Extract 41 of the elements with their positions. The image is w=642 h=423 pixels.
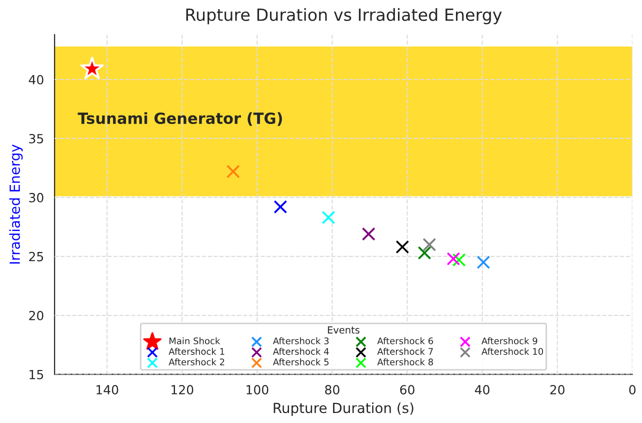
legend-label: Aftershock 8: [377, 358, 433, 366]
point: [422, 238, 436, 252]
legend-label: Aftershock 7: [377, 348, 433, 355]
x-tick-label: 20: [550, 384, 564, 394]
legend-label: Aftershock 3: [272, 337, 329, 344]
point: [226, 164, 240, 178]
point: [452, 253, 466, 267]
y-tick-label: 35: [29, 134, 44, 144]
legend-label: Aftershock 6: [377, 337, 434, 344]
point: [362, 227, 376, 241]
x-tick-label: 60: [400, 384, 414, 394]
y-tick-label: 25: [29, 252, 44, 262]
point: [322, 210, 336, 224]
point: [80, 56, 104, 79]
legend-label: Aftershock 2: [168, 358, 224, 366]
x-tick-label: 140: [96, 384, 118, 394]
legend-label: Aftershock 4: [272, 348, 329, 355]
legend-label: Aftershock 1: [168, 348, 224, 355]
x-tick-label: 100: [246, 384, 268, 394]
point: [274, 200, 288, 214]
y-tick-label: 30: [29, 192, 44, 202]
legend-label: Aftershock 9: [482, 337, 538, 344]
point: [396, 240, 410, 254]
y-tick-label: 15: [30, 370, 44, 380]
y-axis-title: Irradiated Energy: [9, 144, 23, 264]
point: [446, 252, 460, 266]
x-tick-label: 120: [172, 384, 194, 394]
x-tick-label: 80: [325, 384, 340, 394]
x-axis-title: Rupture Duration (s): [274, 402, 414, 416]
chart-title: Rupture Duration vs Irradiated Energy: [186, 8, 502, 24]
point: [476, 256, 490, 270]
x-tick-label: 40: [474, 384, 490, 394]
x-tick-label: 0: [629, 384, 636, 394]
band-label: Tsunami Generator (TG): [78, 112, 282, 126]
legend-label: Aftershock 10: [482, 348, 544, 355]
y-tick-label: 40: [28, 74, 44, 84]
legend-title: Events: [328, 326, 360, 334]
legend-label: Main Shock: [170, 337, 220, 344]
y-tick-label: 20: [29, 310, 44, 320]
point: [418, 246, 432, 260]
legend-label: Aftershock 5: [272, 358, 329, 366]
